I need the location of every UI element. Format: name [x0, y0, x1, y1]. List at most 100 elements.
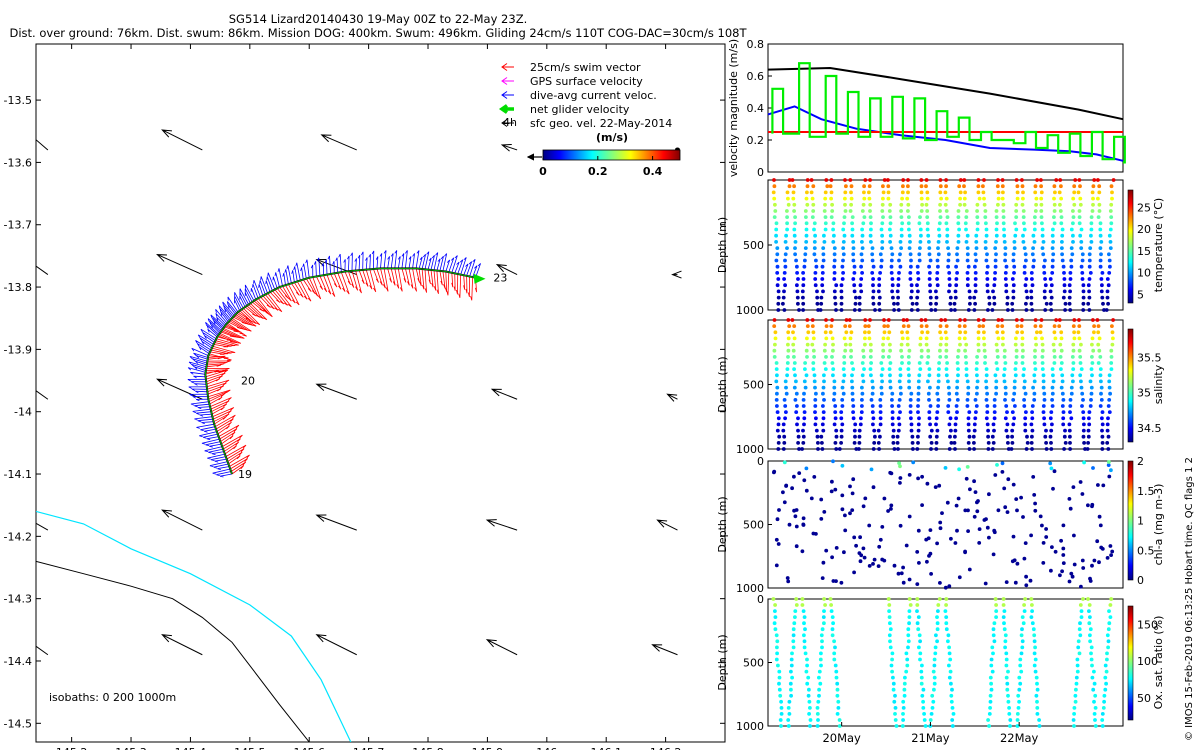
profile-point	[907, 215, 911, 220]
profile-point	[1071, 718, 1076, 722]
profile-point	[976, 348, 981, 353]
profile-point	[1051, 342, 1056, 347]
profile-point	[1108, 264, 1112, 269]
profile-point	[982, 196, 986, 201]
profile-point	[837, 718, 842, 722]
profile-point	[962, 196, 967, 201]
profile-point	[916, 404, 920, 408]
profile-point	[840, 463, 845, 468]
profile-point	[829, 190, 834, 195]
profile-point	[1016, 706, 1021, 710]
profile-point	[1034, 675, 1039, 680]
profile-point	[919, 355, 924, 359]
map-y-tick-label: -14.3	[4, 593, 32, 606]
profile-point	[932, 663, 937, 668]
profile-point	[1011, 534, 1016, 539]
profile-point	[1050, 422, 1054, 427]
profile-point	[1068, 410, 1072, 414]
profile-point	[900, 336, 905, 341]
profile-point	[822, 361, 827, 365]
profile-point	[824, 318, 828, 322]
profile-point	[906, 178, 910, 182]
profile-point	[947, 675, 952, 680]
profile-point	[1097, 184, 1102, 189]
velocity-y-tick-label: 0.6	[747, 70, 765, 83]
profile-point	[1022, 271, 1027, 275]
profile-point	[792, 233, 797, 238]
profile-point	[1038, 324, 1043, 328]
profile-point	[801, 516, 806, 521]
profile-point	[1105, 428, 1110, 433]
profile-point	[1081, 308, 1086, 312]
profile-point	[1002, 486, 1007, 491]
profile-point	[1022, 367, 1026, 371]
profile-point	[1001, 202, 1006, 207]
profile-point	[983, 209, 988, 213]
profile-point	[772, 621, 777, 626]
geo-velocity-arrow	[36, 390, 49, 400]
profile-point	[1071, 233, 1075, 238]
map-x-tick-label: 145.2	[56, 746, 88, 750]
profile-point	[834, 675, 839, 680]
profile-point	[805, 324, 810, 328]
profile-point	[886, 324, 890, 328]
profile-point	[1086, 301, 1091, 306]
profile-point	[850, 227, 855, 232]
profile-point	[776, 295, 781, 300]
profile-point	[974, 367, 979, 371]
profile-point	[984, 416, 989, 421]
profile-point	[843, 178, 847, 182]
profile-point	[1081, 301, 1086, 306]
dive-avg-current-vectors	[187, 250, 481, 478]
profile-point	[871, 562, 875, 566]
profile-point	[1059, 221, 1064, 226]
profile-point	[947, 252, 951, 257]
profile-point	[1002, 367, 1007, 371]
profile-point	[1030, 283, 1035, 288]
profile-point	[957, 575, 962, 580]
profile-point	[934, 295, 939, 300]
profile-point	[1033, 209, 1038, 213]
profile-point	[1032, 651, 1037, 656]
profile-point	[819, 295, 824, 300]
profile-point	[832, 385, 837, 390]
profile-point	[863, 336, 867, 341]
profile-point	[1058, 342, 1063, 347]
map-y-tick-label: -13.7	[4, 219, 32, 232]
profile-point	[967, 410, 972, 414]
profile-point	[962, 202, 967, 207]
profile-point	[988, 699, 993, 704]
profile-point	[956, 215, 961, 220]
profile-point	[1025, 434, 1029, 439]
profile-point	[1052, 209, 1057, 213]
profile-point	[1069, 258, 1074, 263]
profile-point	[781, 295, 786, 300]
profile-point	[896, 571, 901, 576]
profile-point	[992, 639, 997, 644]
profile-point	[1054, 318, 1058, 322]
profile-point	[1102, 693, 1107, 698]
profile-point	[792, 184, 796, 189]
profile-point	[918, 639, 922, 644]
profile-point	[820, 283, 825, 288]
profile-point	[795, 422, 799, 427]
profile-point	[1063, 301, 1068, 306]
profile-point	[795, 289, 800, 294]
profile-point	[851, 416, 856, 421]
profile-point	[795, 264, 799, 269]
profile-point	[1040, 246, 1045, 251]
profile-point	[782, 277, 786, 281]
profile-point	[774, 221, 779, 226]
profile-point	[815, 295, 820, 300]
profile-point	[927, 246, 932, 251]
profile-point	[843, 528, 848, 533]
profile-point	[877, 283, 882, 288]
profile-point	[1098, 246, 1103, 251]
profile-point	[781, 428, 786, 433]
profile-point	[793, 609, 798, 613]
profile-point	[868, 318, 872, 322]
profile-point	[906, 645, 910, 650]
profile-point	[974, 246, 979, 251]
profile-point	[1096, 196, 1100, 201]
profile-point	[852, 428, 857, 433]
